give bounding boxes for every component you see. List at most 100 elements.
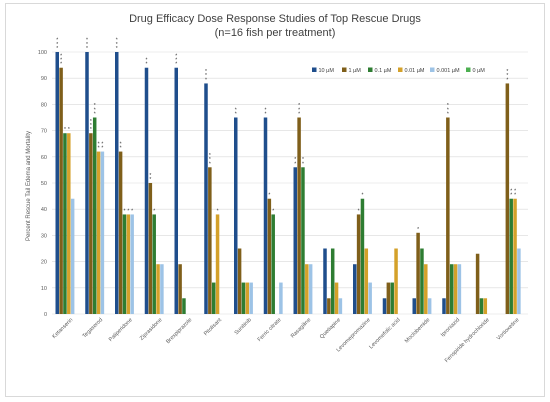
bar — [305, 264, 309, 314]
significance-star: * — [506, 77, 508, 83]
bar — [442, 298, 446, 314]
y-tick-label: 60 — [41, 155, 47, 161]
significance-star: * — [294, 161, 296, 167]
bar — [353, 264, 357, 314]
significance-star: * — [514, 189, 516, 195]
bar — [479, 298, 484, 314]
x-tick-label: Vortioxetine — [496, 317, 521, 342]
bar — [245, 282, 250, 314]
significance-star: * — [127, 208, 129, 214]
x-tick-label: Sunitinib — [234, 317, 253, 336]
significance-star: * — [149, 173, 151, 179]
significance-star: * — [209, 161, 211, 167]
legend-swatch — [430, 67, 435, 72]
bar — [144, 67, 149, 314]
y-tick-label: 30 — [41, 233, 47, 239]
x-tick-label: Tegaserod — [82, 317, 104, 339]
bar — [67, 133, 71, 314]
bar — [85, 52, 89, 314]
bar — [174, 67, 178, 314]
legend-entry: 0.001 µM — [437, 68, 460, 74]
significance-star: * — [68, 127, 70, 133]
significance-star: * — [56, 46, 58, 52]
bar — [334, 282, 339, 314]
significance-star: * — [510, 189, 512, 195]
significance-star: * — [116, 38, 118, 44]
significance-star: * — [217, 208, 219, 214]
significance-star: * — [298, 112, 300, 118]
bar — [453, 264, 458, 314]
bar — [382, 298, 387, 314]
y-tick-label: 50 — [41, 181, 47, 187]
y-tick-label: 10 — [41, 286, 47, 292]
bar — [59, 67, 63, 314]
bar — [513, 198, 517, 314]
significance-star: * — [175, 62, 177, 68]
significance-star: * — [265, 112, 267, 118]
bar — [55, 52, 59, 314]
significance-star: * — [447, 107, 449, 113]
bar — [416, 232, 420, 314]
significance-star: * — [294, 157, 296, 163]
x-tick-label: Brexpiprazole — [165, 317, 193, 345]
significance-star: * — [98, 141, 100, 147]
bar — [394, 248, 398, 314]
significance-star: * — [506, 73, 508, 79]
significance-star: * — [60, 62, 62, 68]
legend-entry: 0 µM — [473, 68, 486, 74]
legend-swatch — [368, 67, 373, 72]
significance-star: * — [101, 141, 103, 147]
bar-groups — [55, 52, 521, 314]
x-tick-label: Iproniazid — [440, 317, 461, 338]
significance-star: * — [175, 53, 177, 59]
y-tick-label: 80 — [41, 102, 47, 108]
bar — [178, 264, 182, 314]
significance-star: * — [60, 58, 62, 64]
significance-star: * — [265, 107, 267, 113]
significance-star: * — [94, 107, 96, 113]
chart-title: Drug Efficacy Dose Response Studies of T… — [129, 13, 421, 25]
significance-star: * — [149, 177, 151, 183]
bar — [234, 117, 238, 314]
significance-star: * — [90, 127, 92, 133]
bar — [126, 214, 131, 314]
x-tick-label: Moclobemide — [404, 317, 431, 344]
bar — [249, 282, 253, 314]
significance-star: * — [116, 42, 118, 48]
bar — [505, 83, 510, 314]
bar — [237, 248, 242, 314]
significance-star: * — [302, 157, 304, 163]
bar — [509, 198, 513, 314]
bar — [211, 282, 216, 314]
bar — [297, 117, 301, 314]
y-tick-label: 100 — [38, 50, 47, 56]
bar — [115, 52, 119, 314]
bar — [156, 264, 160, 314]
bar — [118, 151, 123, 314]
significance-star: * — [235, 107, 237, 113]
bar — [308, 264, 313, 314]
significance-star: * — [123, 208, 125, 214]
bar — [446, 117, 450, 314]
significance-star: * — [506, 69, 508, 75]
significance-star: * — [268, 193, 270, 199]
significance-star: * — [146, 62, 148, 68]
significance-star: * — [94, 112, 96, 118]
legend-swatch — [466, 67, 471, 72]
significance-star: * — [447, 103, 449, 109]
significance-star: * — [60, 53, 62, 59]
legend-entry: 1 µM — [349, 68, 362, 74]
bar — [517, 248, 521, 314]
bar — [427, 298, 432, 314]
bar — [182, 298, 186, 314]
bar — [63, 133, 67, 314]
bar — [215, 214, 220, 314]
bar — [279, 282, 283, 314]
significance-star: * — [510, 193, 512, 199]
bar — [424, 264, 428, 314]
x-tick-label: Levomefolic acid — [368, 317, 401, 350]
bar — [330, 248, 335, 314]
bar — [420, 248, 424, 314]
bar — [323, 248, 327, 314]
significance-star: * — [272, 208, 274, 214]
